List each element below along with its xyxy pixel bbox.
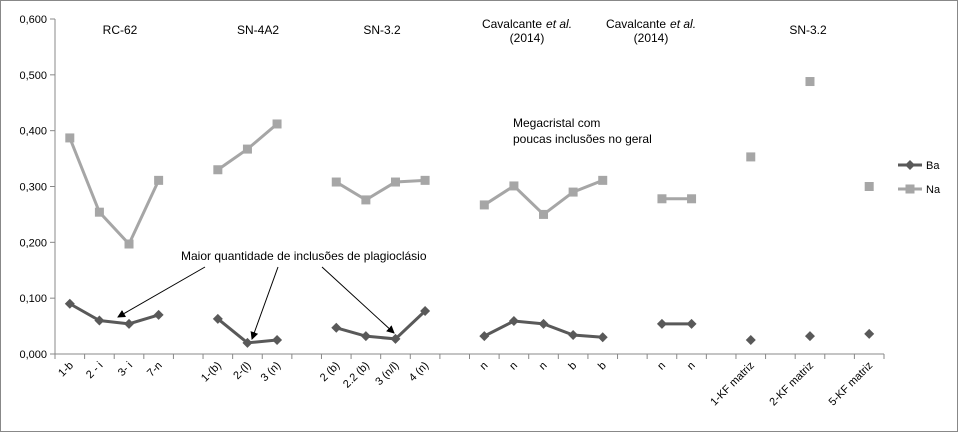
y-tick-label: 0,300	[19, 182, 47, 194]
y-tick-label: 0,600	[19, 14, 47, 26]
marker	[272, 119, 282, 129]
marker	[242, 337, 253, 348]
group-label-text: Cavalcante	[482, 17, 542, 31]
arrow	[321, 266, 395, 334]
group-label: RC-62	[103, 23, 138, 37]
marker	[390, 333, 401, 344]
marker	[242, 144, 252, 154]
marker	[597, 332, 608, 343]
legend-marker	[905, 160, 915, 170]
arrow	[117, 266, 206, 318]
marker	[94, 315, 105, 326]
y-tick-label: 0,400	[19, 126, 47, 138]
group-label: (2014)	[510, 31, 545, 45]
y-tick-label: 0,000	[19, 349, 47, 361]
marker	[746, 152, 756, 162]
marker	[745, 335, 756, 346]
marker	[804, 331, 815, 342]
marker	[390, 177, 400, 187]
annotation: Maior quantidade de inclusões de plagioc…	[181, 249, 427, 263]
legend-marker	[905, 184, 915, 194]
marker	[656, 318, 667, 329]
group-label-text: Cavalcante	[606, 17, 666, 31]
marker	[213, 165, 223, 175]
marker	[94, 207, 104, 217]
marker	[420, 306, 431, 317]
marker	[568, 187, 578, 197]
marker	[124, 239, 134, 249]
marker	[331, 322, 342, 333]
marker	[420, 175, 430, 185]
marker	[212, 313, 223, 324]
group-label-text: SN-4A2	[237, 23, 279, 37]
annotation: poucas inclusões no geral	[513, 132, 652, 146]
marker	[687, 194, 697, 204]
marker	[360, 331, 371, 342]
marker	[153, 309, 164, 320]
marker	[272, 335, 283, 346]
group-label-italic: et al.	[546, 17, 572, 31]
marker	[65, 133, 75, 143]
group-label: SN-4A2	[237, 23, 279, 37]
group-label-text: SN-3.2	[363, 23, 401, 37]
marker	[538, 318, 549, 329]
annotation-box	[177, 247, 459, 265]
group-label: SN-3.2	[789, 23, 827, 37]
marker	[686, 318, 697, 329]
marker	[598, 175, 608, 185]
marker	[509, 181, 519, 191]
marker	[508, 316, 519, 327]
marker	[154, 175, 164, 185]
marker	[64, 298, 75, 309]
group-label-text: SN-3.2	[789, 23, 827, 37]
marker	[657, 194, 667, 204]
marker	[539, 209, 549, 219]
marker	[568, 330, 579, 341]
legend-label: Ba	[926, 160, 940, 172]
marker	[479, 200, 489, 210]
arrow	[250, 266, 279, 340]
y-tick-label: 0,100	[19, 293, 47, 305]
y-tick-label: 0,200	[19, 237, 47, 249]
marker	[864, 328, 875, 339]
marker	[331, 177, 341, 187]
marker	[361, 195, 371, 205]
group-label-italic: et al.	[670, 17, 696, 31]
group-label: Cavalcante et al.	[606, 17, 696, 31]
group-label: Cavalcante et al.	[482, 17, 572, 31]
marker	[124, 318, 135, 329]
y-tick-label: 0,500	[19, 70, 47, 82]
annotation: Megacristal com	[513, 116, 600, 130]
marker	[479, 331, 490, 342]
group-label: (2014)	[634, 31, 669, 45]
marker	[864, 182, 874, 191]
legend-label: Na	[926, 184, 941, 196]
marker	[805, 77, 815, 87]
group-label-text: RC-62	[103, 23, 138, 37]
group-label: SN-3.2	[363, 23, 401, 37]
